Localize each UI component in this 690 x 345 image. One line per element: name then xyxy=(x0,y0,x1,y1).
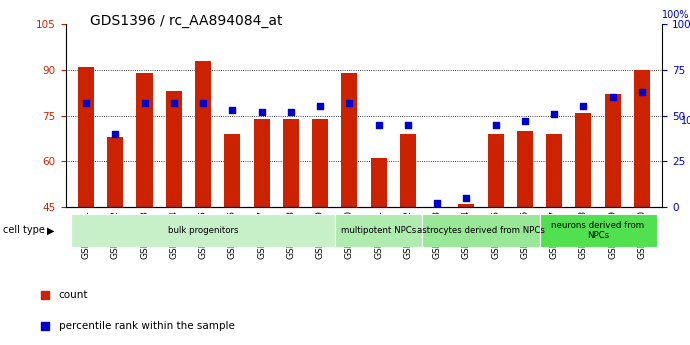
Point xyxy=(549,111,560,117)
Bar xyxy=(283,119,299,207)
Bar xyxy=(371,158,386,207)
Bar xyxy=(107,137,124,207)
Bar xyxy=(253,119,270,207)
Bar xyxy=(604,94,621,207)
Point xyxy=(344,100,355,106)
Bar xyxy=(166,91,182,207)
Point xyxy=(578,104,589,109)
Text: bulk progenitors: bulk progenitors xyxy=(168,226,238,235)
Bar xyxy=(224,134,240,207)
Bar xyxy=(312,119,328,207)
Bar xyxy=(137,73,152,207)
Text: cell type: cell type xyxy=(3,226,46,235)
Point xyxy=(432,200,443,206)
Text: GDS1396 / rc_AA894084_at: GDS1396 / rc_AA894084_at xyxy=(90,14,282,28)
Bar xyxy=(575,112,591,207)
Text: 100%: 100% xyxy=(662,10,690,20)
Bar xyxy=(546,134,562,207)
Point xyxy=(402,122,413,127)
Bar xyxy=(634,70,650,207)
Bar xyxy=(78,67,94,207)
Point xyxy=(110,131,121,137)
Point xyxy=(39,323,50,328)
Bar xyxy=(335,214,422,247)
Point xyxy=(636,89,647,95)
Bar xyxy=(488,134,504,207)
Bar xyxy=(71,214,335,247)
Bar xyxy=(517,131,533,207)
Y-axis label: 100%: 100% xyxy=(681,116,690,126)
Point xyxy=(490,122,501,127)
Bar xyxy=(458,204,475,207)
Text: astrocytes derived from NPCs: astrocytes derived from NPCs xyxy=(417,226,545,235)
Point xyxy=(461,195,472,200)
Bar xyxy=(540,214,657,247)
Bar xyxy=(342,73,357,207)
Point xyxy=(39,293,50,298)
Text: multipotent NPCs: multipotent NPCs xyxy=(341,226,416,235)
Bar xyxy=(400,134,416,207)
Text: ▶: ▶ xyxy=(47,226,54,235)
Point xyxy=(139,100,150,106)
Point xyxy=(285,109,296,115)
Point xyxy=(168,100,179,106)
Point xyxy=(315,104,326,109)
Point xyxy=(256,109,267,115)
Point xyxy=(520,118,531,124)
Text: neurons derived from
NPCs: neurons derived from NPCs xyxy=(551,220,644,240)
Point xyxy=(373,122,384,127)
Point xyxy=(607,95,618,100)
Point xyxy=(81,100,92,106)
Point xyxy=(227,107,238,113)
Text: percentile rank within the sample: percentile rank within the sample xyxy=(59,321,235,331)
Point xyxy=(197,100,208,106)
Bar xyxy=(422,214,540,247)
Text: count: count xyxy=(59,290,88,300)
Bar xyxy=(195,61,211,207)
